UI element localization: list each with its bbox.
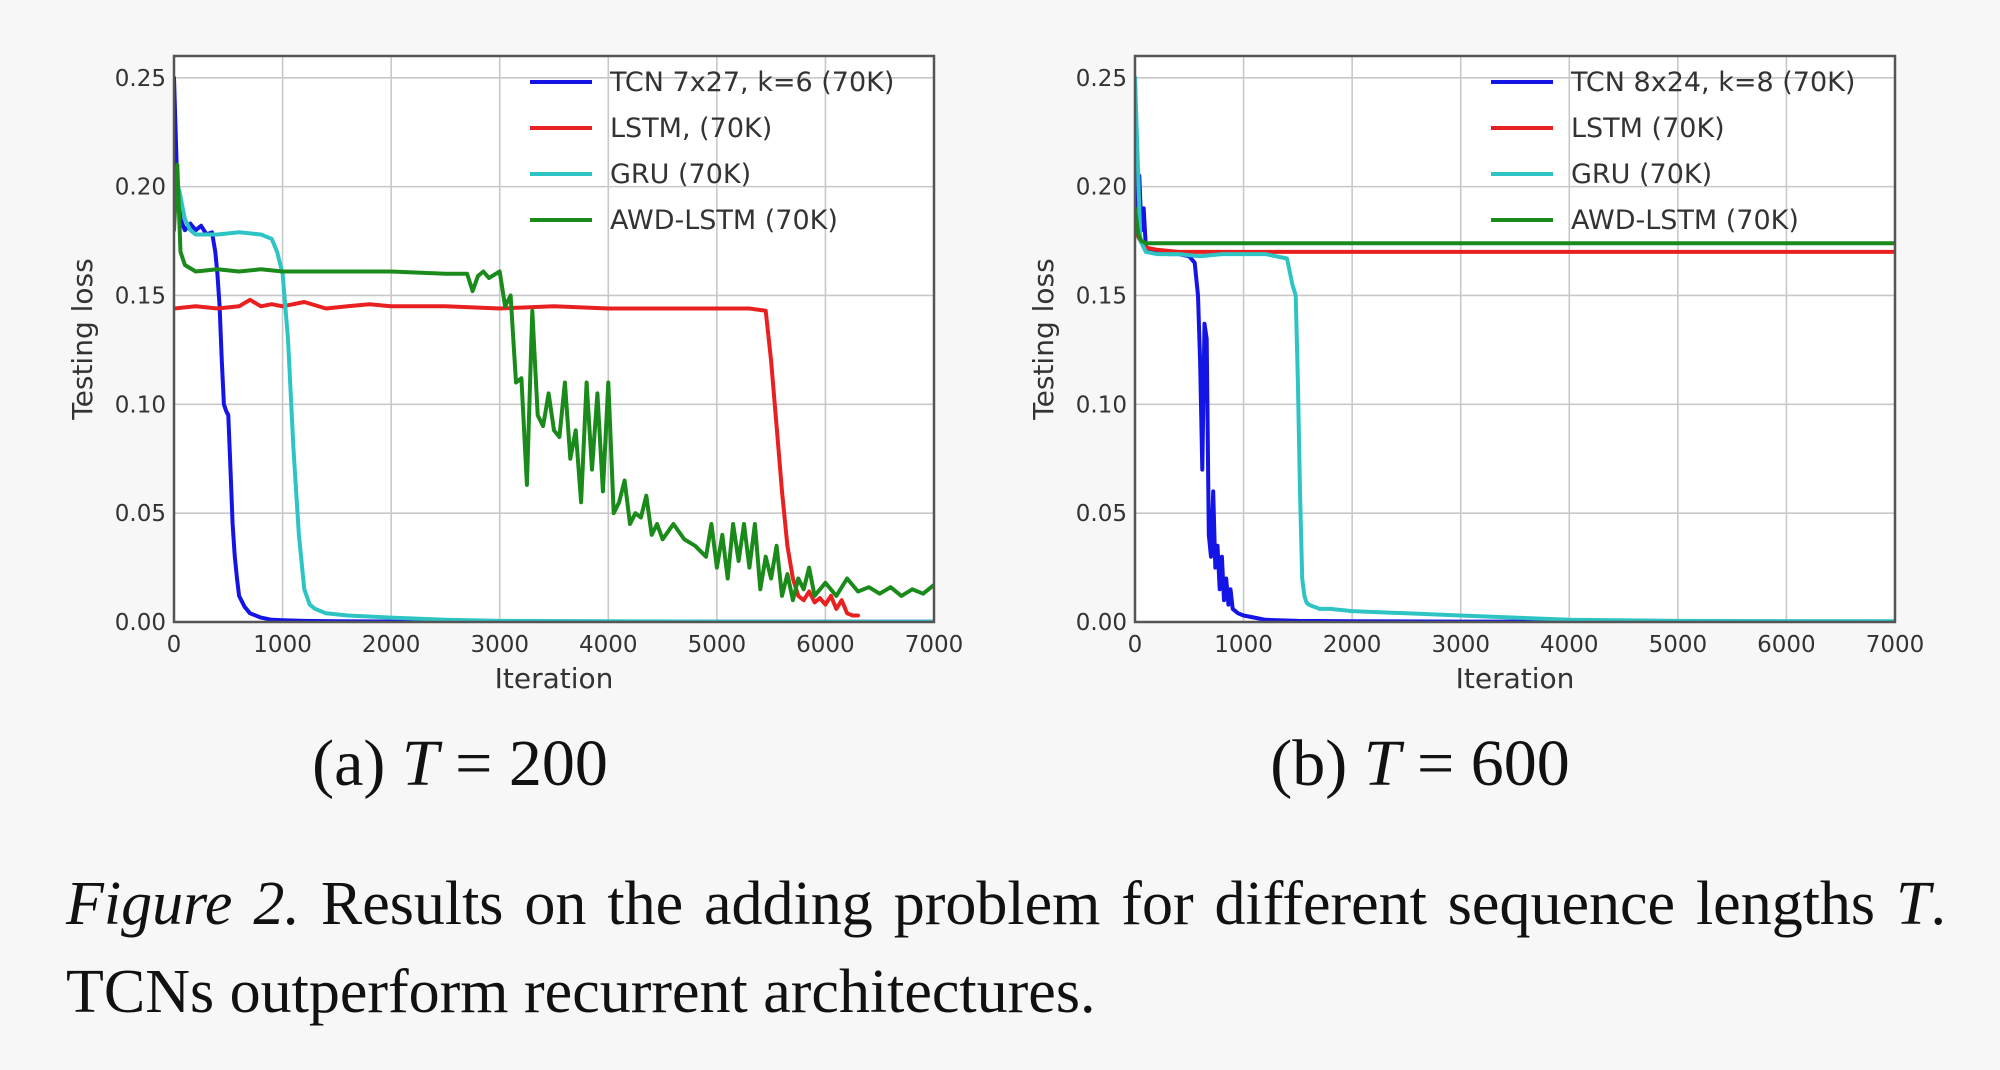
legend-label-4: AWD-LSTM (70K)	[610, 205, 838, 236]
y-tick-label: 0.20	[115, 175, 166, 201]
caption-label: Figure 2.	[66, 870, 300, 938]
chart-panel-a: 0 1000 2000 3000 4000 5000 6000 7000 0.00 0.05 0.1…	[66, 54, 964, 695]
x-tick-label: 0	[167, 632, 182, 658]
legend: TCN 7x27, k=6 (70K) LSTM, (70K) GRU (70K) A…	[530, 67, 894, 236]
x-tick-label: 1000	[253, 632, 312, 658]
series-line-4	[1135, 206, 1895, 246]
legend-label-1: TCN 7x27, k=6 (70K)	[609, 67, 894, 98]
x-tick-label: 3000	[1431, 632, 1490, 658]
subcaption-b-value: = 600	[1400, 727, 1570, 800]
y-tick-labels: 0.00 0.05 0.10 0.15 0.20 0.25	[1076, 66, 1127, 636]
subcaption-b-variable: T	[1363, 727, 1401, 800]
y-tick-label: 0.00	[1076, 610, 1127, 636]
figure-caption: Figure 2. Results on the adding problem …	[66, 860, 1946, 1036]
x-tick-label: 5000	[688, 632, 747, 658]
y-tick-label: 0.00	[115, 610, 166, 636]
subcaption-a-value: = 200	[438, 727, 608, 800]
subcaption-a-variable: T	[401, 727, 439, 800]
y-tick-label: 0.15	[115, 283, 166, 309]
y-tick-label: 0.20	[1076, 175, 1127, 201]
series-line-4	[174, 162, 934, 603]
y-axis-label: Testing loss	[66, 258, 99, 420]
x-tick-label: 2000	[1323, 632, 1382, 658]
x-tick-label: 0	[1128, 632, 1143, 658]
series-line-3	[174, 173, 934, 622]
axes-frame	[1133, 54, 1897, 624]
caption-text-1: Results on the adding problem for differ…	[299, 870, 1897, 938]
x-tick-label: 6000	[796, 632, 855, 658]
x-tick-label: 7000	[1866, 632, 1925, 658]
x-tick-label: 2000	[362, 632, 421, 658]
plot-area	[1135, 56, 1895, 622]
x-tick-label: 6000	[1757, 632, 1816, 658]
axes-frame	[172, 54, 936, 624]
subcaption-a-prefix: (a)	[312, 727, 402, 800]
legend-label-3: GRU (70K)	[1571, 159, 1712, 190]
series-line-3	[1135, 75, 1895, 622]
legend-label-4: AWD-LSTM (70K)	[1571, 205, 1799, 236]
series-lines	[1135, 75, 1895, 622]
x-tick-labels: 0 1000 2000 3000 4000 5000 6000 7000	[167, 632, 964, 658]
y-tick-labels: 0.00 0.05 0.10 0.15 0.20 0.25	[115, 66, 166, 636]
subcaption-b: (b) T = 600	[1140, 726, 1700, 800]
x-tick-label: 4000	[1540, 632, 1599, 658]
x-tick-label: 5000	[1649, 632, 1708, 658]
y-tick-label: 0.10	[1076, 392, 1127, 418]
caption-variable: T	[1896, 870, 1931, 938]
chart-panel-b: 0 1000 2000 3000 4000 5000 6000 7000 0.00 0.05 0.1…	[1027, 54, 1925, 695]
caption-text-2: . TCNs outperform recurrent architecture…	[66, 870, 1946, 1026]
y-tick-label: 0.05	[115, 501, 166, 527]
y-tick-label: 0.10	[115, 392, 166, 418]
y-axis-label: Testing loss	[1027, 258, 1060, 420]
legend-label-2: LSTM (70K)	[1571, 113, 1725, 144]
x-tick-label: 1000	[1214, 632, 1273, 658]
legend-label-1: TCN 8x24, k=8 (70K)	[1570, 67, 1855, 98]
x-axis-label: Iteration	[495, 662, 614, 695]
x-axis-label: Iteration	[1456, 662, 1575, 695]
series-line-2	[174, 297, 860, 618]
x-tick-label: 4000	[579, 632, 638, 658]
subcaption-b-prefix: (b)	[1270, 727, 1364, 800]
legend-label-3: GRU (70K)	[610, 159, 751, 190]
y-tick-label: 0.25	[115, 66, 166, 92]
x-tick-label: 3000	[470, 632, 529, 658]
x-tick-label: 7000	[905, 632, 964, 658]
legend-label-2: LSTM, (70K)	[610, 113, 772, 144]
plot-area	[174, 56, 934, 622]
x-tick-labels: 0 1000 2000 3000 4000 5000 6000 7000	[1128, 632, 1925, 658]
y-tick-label: 0.05	[1076, 501, 1127, 527]
y-tick-label: 0.25	[1076, 66, 1127, 92]
legend: TCN 8x24, k=8 (70K) LSTM (70K) GRU (70K) AW…	[1491, 67, 1855, 236]
subcaption-a: (a) T = 200	[180, 726, 740, 800]
y-tick-label: 0.15	[1076, 283, 1127, 309]
